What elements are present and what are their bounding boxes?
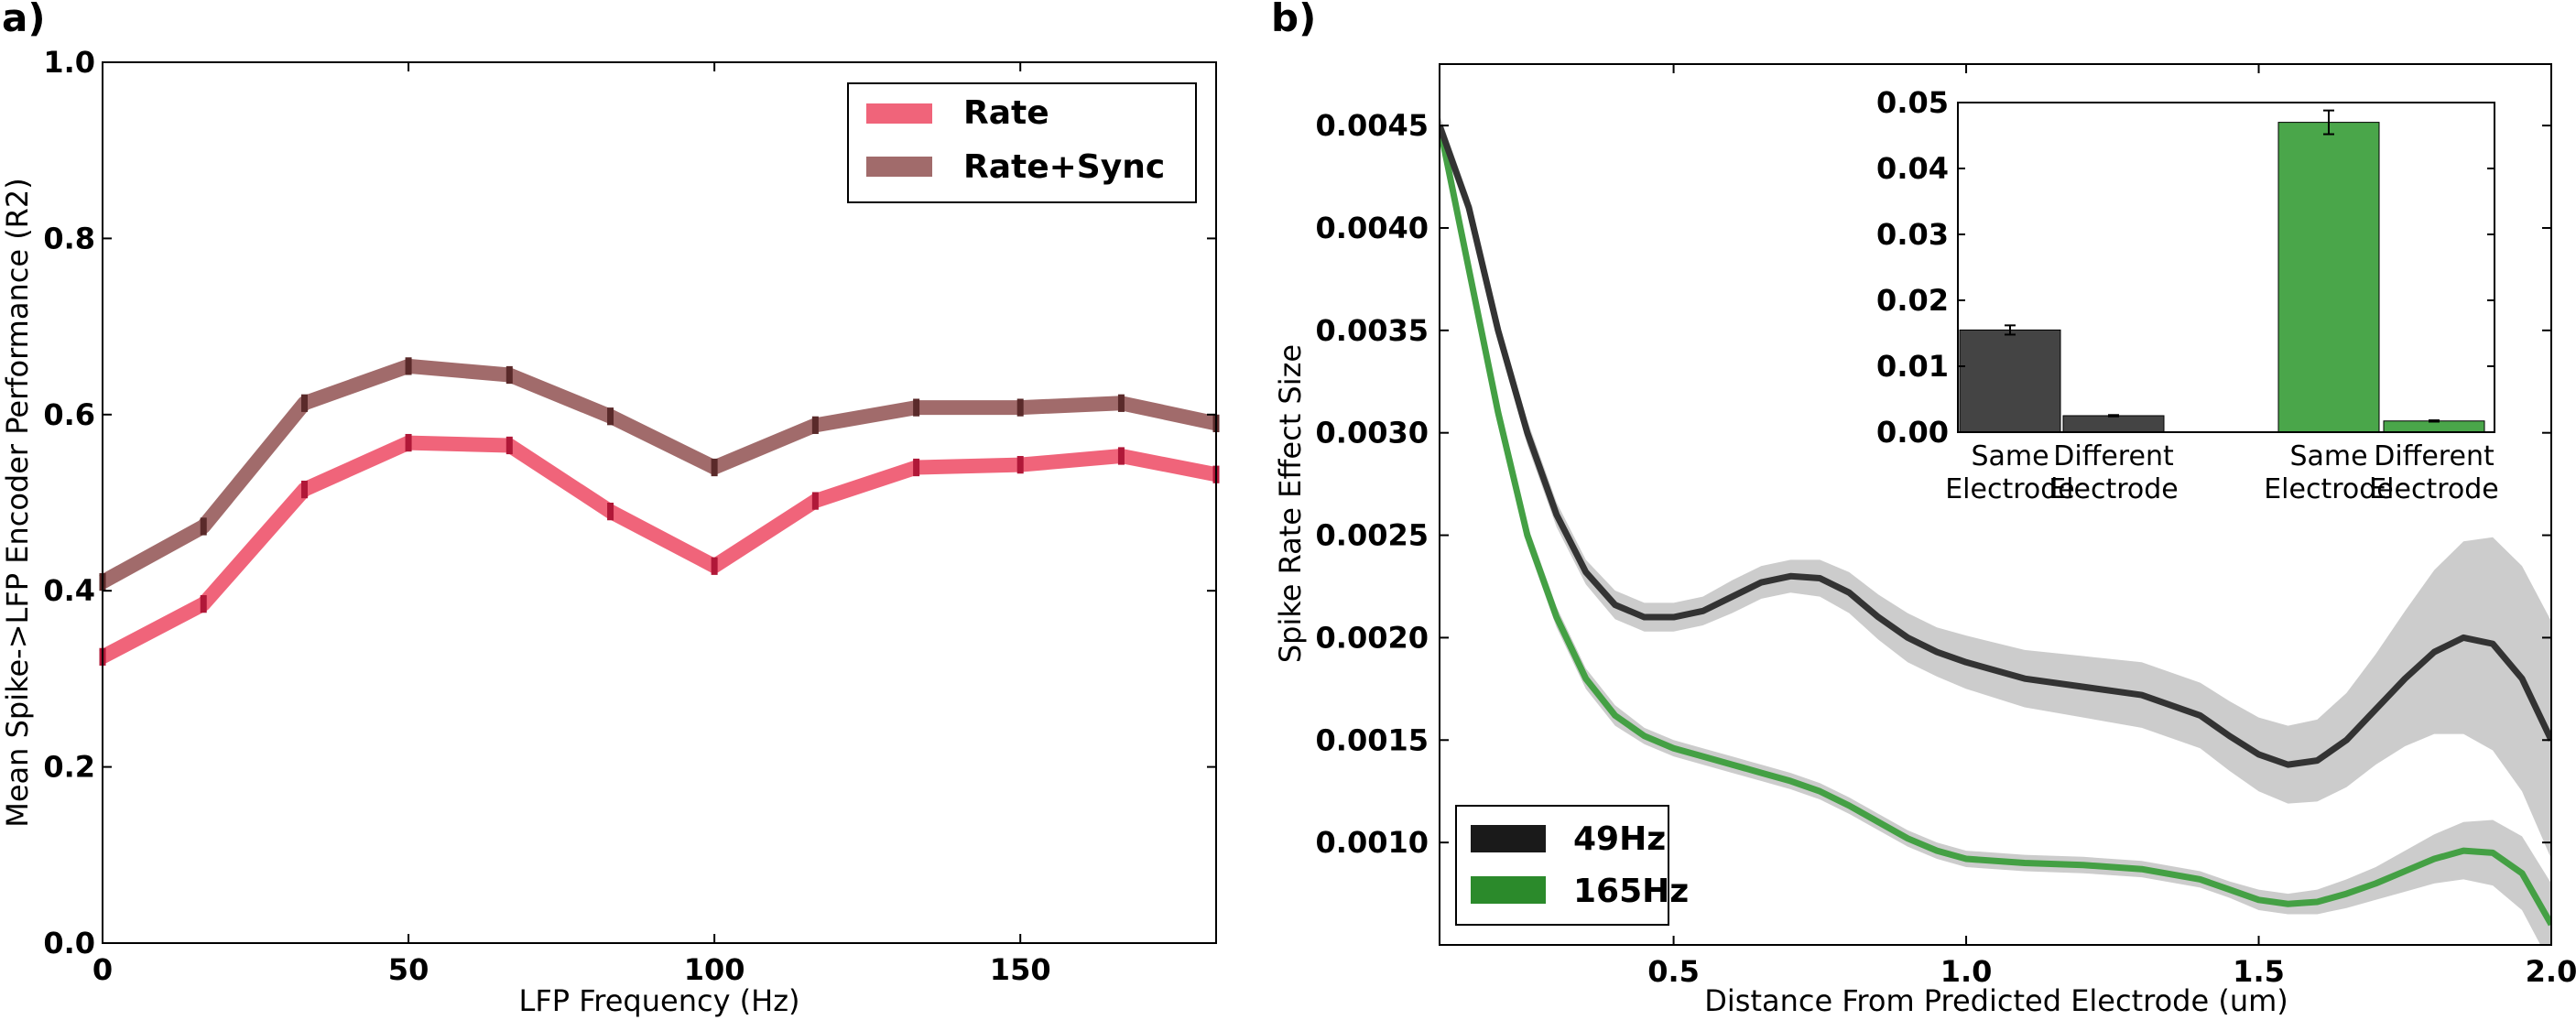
legend-swatch-rate (866, 103, 932, 124)
inset-bar-1 (2062, 415, 2165, 433)
panel-b-inset-chart: SameElectrodeDifferentElectrodeSameElect… (1876, 85, 2499, 505)
y-tick-label: 0.4 (43, 573, 95, 608)
x-tick-label: 50 (388, 952, 429, 987)
panel-a-x-axis-label: LFP Frequency (Hz) (518, 983, 799, 1018)
inset-y-tick-label: 0.02 (1876, 283, 1949, 318)
y-tick-label: 0.8 (43, 221, 95, 255)
panel-a-chart: 0 50 100 150 0.0 0.2 0.4 0.6 0.8 1.0 LFP Frequenc… (0, 45, 1220, 1018)
y-tick-label: 1.0 (43, 45, 95, 80)
inset-category-label-3-0: Different (2374, 440, 2494, 472)
panel-b-chart: 0.5 1.0 1.5 2.0 0.0010 0.0015 0.0020 0.0025 0.00… (1273, 63, 2576, 1018)
series-line-rate (99, 435, 1218, 664)
error-band-165hz (1440, 114, 2551, 945)
legend-swatch-165hz (1471, 876, 1546, 904)
inset-bar-2 (2277, 122, 2380, 433)
inset-category-label-2-0: Same (2289, 440, 2367, 472)
inset-y-tick-label: 0.00 (1876, 415, 1949, 450)
x-tick-label: 2.0 (2526, 954, 2576, 989)
series-line-165hz (1440, 125, 2551, 927)
x-tick-label: 150 (990, 952, 1051, 987)
legend-label-49hz: 49Hz (1573, 820, 1666, 858)
panel-a-y-axis-label: Mean Spike->LFP Encoder Performance (R2) (0, 178, 35, 828)
inset-category-label-0-1: Electrode (1945, 473, 2075, 505)
panel-label-a: a) (2, 0, 46, 40)
x-tick-label: 1.5 (2233, 954, 2285, 989)
y-tick-label: 0.0035 (1316, 313, 1429, 348)
legend-label-rate: Rate (963, 94, 1049, 132)
y-tick-label: 0.0 (43, 926, 95, 960)
inset-category-label-1-0: Different (2053, 440, 2174, 472)
y-tick-label: 0.0040 (1316, 211, 1429, 245)
panel-b-x-axis-label: Distance From Predicted Electrode (um) (1704, 983, 2288, 1018)
inset-category-label-2-1: Electrode (2264, 473, 2394, 505)
inset-y-tick-label: 0.01 (1876, 349, 1949, 384)
legend-label-rate-sync: Rate+Sync (963, 148, 1165, 186)
legend-swatch-rate-sync (866, 157, 932, 177)
y-tick-label: 0.0020 (1316, 620, 1429, 655)
inset-y-tick-label: 0.05 (1876, 85, 1949, 120)
x-tick-label: 0.5 (1647, 954, 1700, 989)
inset-category-label-0-0: Same (1971, 440, 2049, 472)
series-line-rate-sync (99, 358, 1218, 589)
panel-a-legend-box (847, 82, 1197, 203)
y-tick-label: 0.0010 (1316, 825, 1429, 860)
x-tick-label: 100 (684, 952, 745, 987)
panel-b-frame (1439, 63, 2552, 946)
inset-bar-3 (2383, 420, 2485, 433)
y-tick-label: 0.2 (43, 750, 95, 785)
y-tick-label: 0.0025 (1316, 518, 1429, 553)
inset-bar-0 (1959, 329, 2061, 433)
y-tick-label: 0.0030 (1316, 416, 1429, 450)
panel-label-b: b) (1271, 0, 1316, 40)
y-tick-label: 0.0015 (1316, 722, 1429, 757)
y-tick-label: 0.0045 (1316, 108, 1429, 143)
panel-a-legend: Rate Rate+Sync (847, 82, 1197, 203)
legend-label-165hz: 165Hz (1573, 873, 1689, 910)
inset-category-label-3-1: Electrode (2369, 473, 2499, 505)
panel-b-y-axis-label: Spike Rate Effect Size (1273, 344, 1308, 663)
inset-category-label-1-1: Electrode (2049, 473, 2179, 505)
inset-y-tick-label: 0.04 (1876, 151, 1949, 186)
inset-frame (1957, 102, 2495, 433)
x-tick-label: 0 (92, 952, 113, 987)
panel-b-legend: 49Hz 165Hz (1455, 805, 1689, 926)
series-line-49hz (1440, 124, 2551, 768)
x-tick-label: 1.0 (1940, 954, 1993, 989)
inset-y-tick-label: 0.03 (1876, 217, 1949, 252)
panel-a-frame (102, 61, 1217, 944)
y-tick-label: 0.6 (43, 397, 95, 432)
legend-swatch-49hz (1471, 825, 1546, 852)
